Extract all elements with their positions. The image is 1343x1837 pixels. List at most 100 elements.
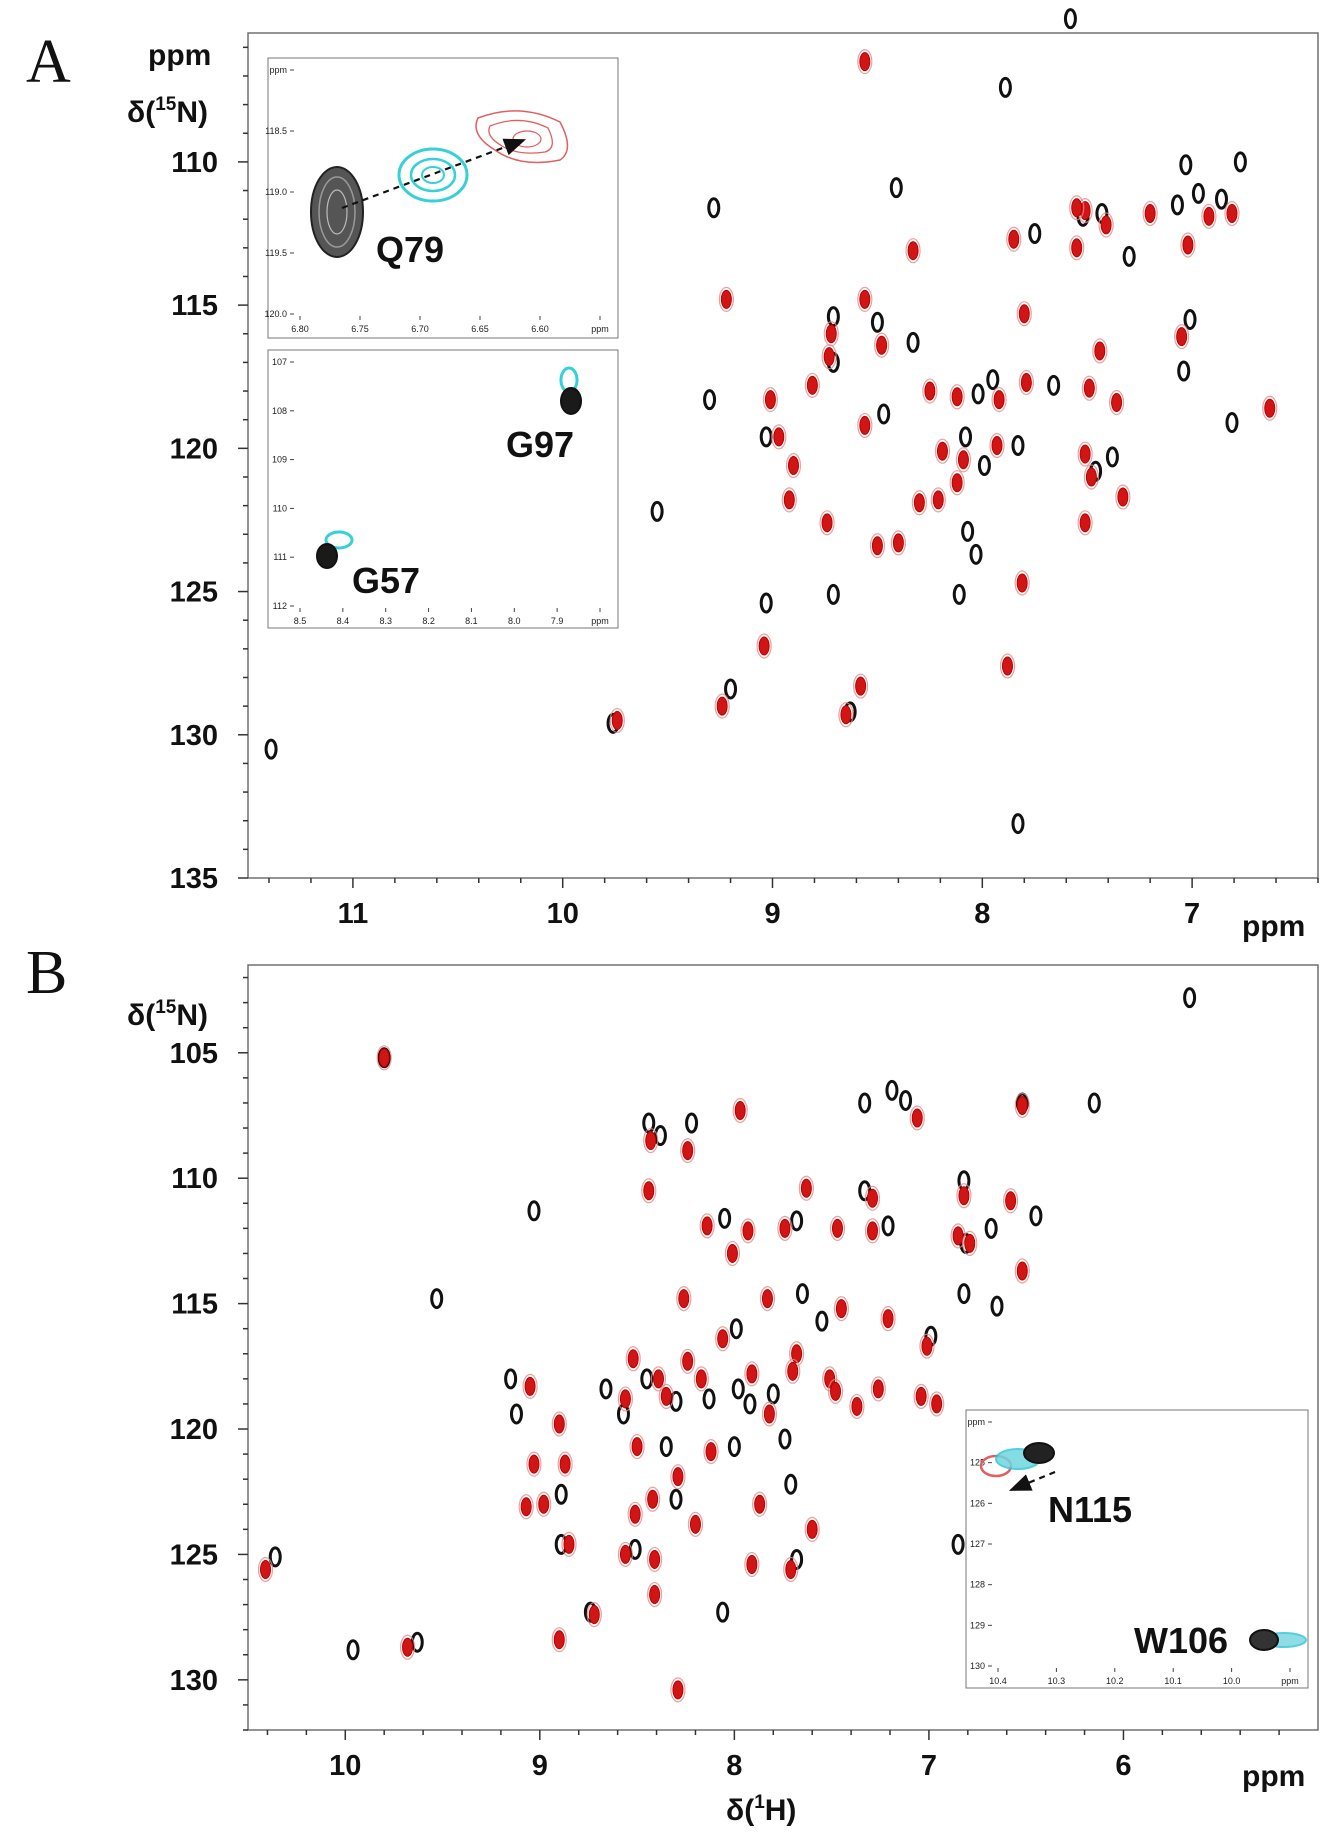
panel-a-label: A — [26, 28, 71, 96]
y-tick-label: 105 — [170, 1038, 218, 1070]
red-peak-halo — [950, 1223, 966, 1249]
inset-y-tick-label: 118.5 — [265, 126, 287, 136]
red-peak — [764, 390, 776, 410]
black-peak — [1122, 245, 1136, 267]
red-peak — [716, 696, 728, 716]
red-peak-halo — [919, 1333, 935, 1359]
red-peak-halo — [1069, 195, 1085, 221]
red-peak-halo — [777, 1215, 793, 1241]
red-peak — [924, 381, 936, 401]
black-peak — [264, 738, 278, 760]
red-peak — [1083, 378, 1095, 398]
red-peak-halo — [646, 1581, 663, 1608]
red-peak — [831, 1218, 843, 1238]
red-peak-halo — [922, 378, 938, 404]
black-peak — [826, 583, 840, 605]
red-peak-halo — [609, 707, 625, 734]
red-peak — [726, 1243, 738, 1263]
red-peak — [851, 1396, 863, 1416]
red-peak-halo — [783, 1556, 799, 1583]
red-peak — [652, 1369, 664, 1389]
inset-y-tick-label: 119.0 — [265, 187, 287, 197]
red-peak-halo — [1115, 484, 1131, 510]
red-peak-halo — [1006, 226, 1022, 252]
red-peak-halo — [949, 470, 965, 496]
panel-a-peaks — [264, 8, 1278, 835]
black-peak — [1011, 813, 1025, 835]
red-peak — [800, 1178, 812, 1198]
panel-a-x-unit: ppm — [1242, 910, 1305, 943]
red-peak-halo — [821, 344, 837, 370]
black-peak — [628, 1538, 642, 1560]
inset-y-tick-label: 120.0 — [264, 309, 287, 319]
red-peak-halo — [557, 1451, 573, 1477]
red-peak — [931, 1394, 943, 1414]
red-peak-halo — [1069, 235, 1085, 261]
panel-b-axes: 10 9 8 7 6 105 110 115 120 125 130 — [170, 976, 1280, 1782]
y-tick-label: 110 — [171, 1163, 218, 1195]
inset-g-frame — [267, 349, 619, 629]
red-peak-halo — [1077, 510, 1093, 536]
black-peak — [731, 1378, 745, 1400]
black-peak — [790, 1210, 804, 1232]
black-peak — [504, 1368, 518, 1390]
red-peak-halo — [989, 432, 1005, 459]
red-peak — [1079, 444, 1091, 464]
red-peak — [892, 533, 904, 553]
red-peak-halo — [833, 1296, 849, 1322]
q79-cyan-peak — [397, 147, 469, 203]
red-peak — [872, 1379, 884, 1399]
red-peak-halo — [962, 1230, 978, 1257]
inset-x-tick-label: 7.9 — [551, 616, 564, 626]
black-peak — [1177, 360, 1191, 382]
black-peak — [906, 331, 920, 353]
black-peak — [702, 1388, 716, 1410]
red-peak — [705, 1442, 717, 1462]
black-peak — [729, 1318, 743, 1340]
red-peak-halo — [645, 1486, 661, 1512]
black-peak — [1028, 223, 1042, 245]
red-peak — [866, 1188, 878, 1208]
n115-label: N115 — [1048, 1489, 1132, 1530]
red-peak-halo — [890, 530, 906, 556]
red-peak-halo — [586, 1602, 602, 1628]
g57-black-peak — [316, 543, 338, 569]
inset-g57-g97: 8.5 8.4 8.3 8.2 8.1 8.0 7.9 ppm 107 108 109 110 111 1… — [267, 349, 619, 629]
black-peak — [766, 1383, 780, 1405]
black-peak — [899, 1089, 913, 1111]
red-peak-halo — [1014, 570, 1030, 596]
x-tick-label: 10 — [329, 1750, 361, 1782]
red-peak — [951, 387, 963, 407]
black-peak — [870, 311, 884, 333]
inset-x-tick-label: 6.65 — [471, 324, 489, 334]
q79-cyan-contour — [421, 166, 445, 184]
inset-x-tick-label: ppm — [1281, 1676, 1299, 1686]
red-peak-halo — [911, 490, 927, 516]
inset-y-tick-label: 111 — [273, 552, 287, 562]
red-peak — [932, 490, 944, 510]
panel-b-label: B — [26, 939, 67, 1007]
x-tick-label: 7 — [1184, 898, 1200, 930]
red-peak-halo — [857, 286, 873, 312]
red-peak-halo — [699, 1213, 715, 1239]
black-peak — [969, 543, 983, 565]
red-peak — [553, 1414, 565, 1434]
y-tick-label: 125 — [170, 1539, 218, 1571]
red-peak — [791, 1344, 803, 1364]
q79-black-contour — [318, 176, 356, 248]
red-peak-halo — [687, 1511, 704, 1537]
red-peak — [588, 1605, 600, 1625]
black-peak — [759, 592, 773, 614]
panel-a-y-label: δ(15N) — [127, 94, 208, 129]
red-peak-halo — [617, 1541, 634, 1568]
red-peak-halo — [257, 1556, 274, 1583]
red-peak-halo — [1224, 200, 1240, 227]
inset-y-tick-label: 107 — [272, 357, 287, 367]
red-peak — [553, 1630, 565, 1650]
inset-x-tick-label: 10.4 — [989, 1676, 1007, 1686]
black-peak — [346, 1639, 360, 1661]
g57-cyan-peak — [324, 530, 354, 550]
red-peak-halo — [399, 1634, 416, 1660]
black-peak — [889, 177, 903, 199]
w106-label: W106 — [1134, 1620, 1228, 1661]
